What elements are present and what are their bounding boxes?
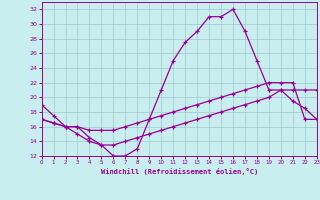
X-axis label: Windchill (Refroidissement éolien,°C): Windchill (Refroidissement éolien,°C) [100, 168, 258, 175]
